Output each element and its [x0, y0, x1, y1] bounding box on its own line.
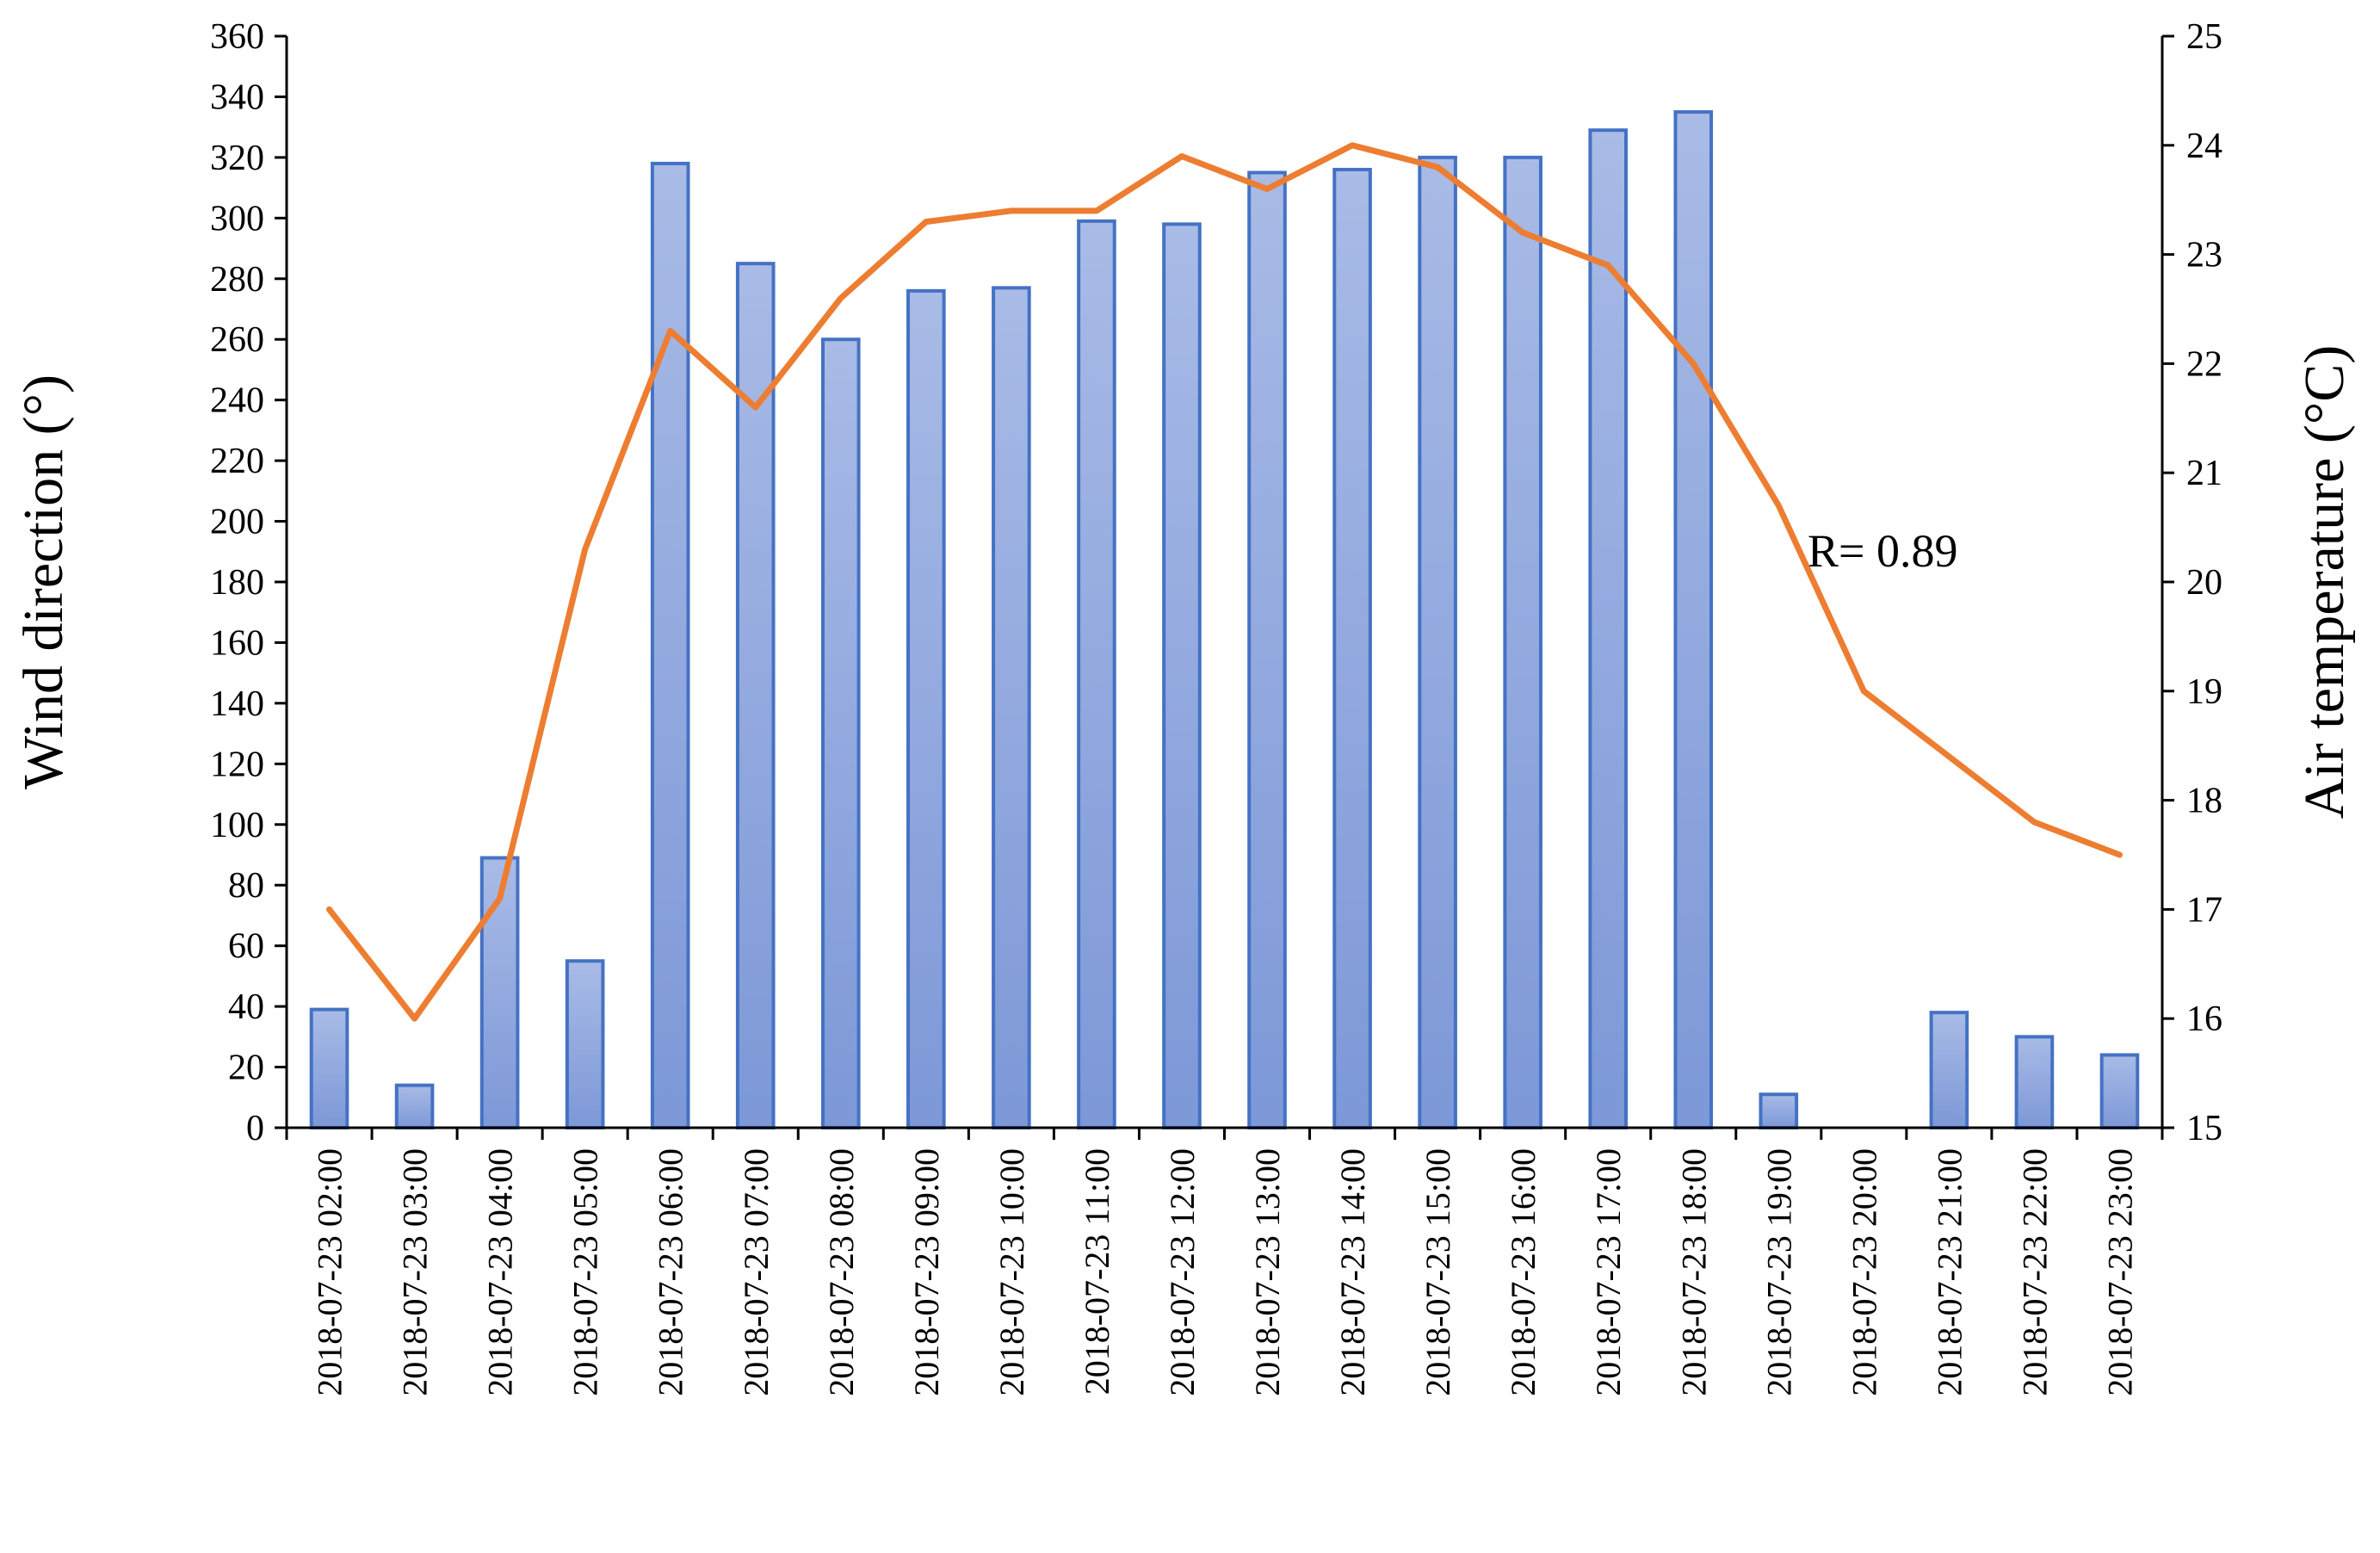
x-tick-label: 2018-07-23 19:00 [1759, 1148, 1798, 1396]
y-tick-label-right: 24 [2186, 127, 2222, 166]
y-tick-label-left: 80 [228, 866, 264, 906]
bar-0 [312, 1010, 348, 1128]
bar-3 [567, 961, 603, 1128]
y-tick-label-left: 180 [210, 563, 264, 603]
bar-6 [823, 339, 859, 1128]
x-tick-label: 2018-07-23 17:00 [1589, 1148, 1628, 1396]
x-tick-label: 2018-07-23 04:00 [481, 1148, 520, 1396]
y-tick-label-left: 260 [210, 320, 264, 360]
bar-12 [1334, 170, 1370, 1128]
bar-11 [1249, 173, 1285, 1129]
x-tick-label: 2018-07-23 22:00 [2015, 1148, 2054, 1396]
x-tick-label: 2018-07-23 21:00 [1930, 1148, 1969, 1396]
y-tick-label-left: 140 [210, 684, 264, 724]
x-tick-label: 2018-07-23 02:00 [311, 1148, 349, 1396]
bar-1 [397, 1086, 433, 1128]
y-tick-label-right: 15 [2186, 1109, 2222, 1148]
y-tick-label-left: 160 [210, 623, 264, 663]
line-layer [329, 145, 2119, 1019]
x-tick-label: 2018-07-23 20:00 [1845, 1148, 1883, 1396]
y-axis-title-left: Wind direction (°) [12, 374, 75, 789]
x-tick-label: 2018-07-23 14:00 [1333, 1148, 1372, 1396]
x-tick-label: 2018-07-23 06:00 [652, 1148, 690, 1396]
x-tick-label: 2018-07-23 16:00 [1504, 1148, 1542, 1396]
bar-13 [1419, 158, 1456, 1128]
x-tick-label: 2018-07-23 05:00 [566, 1148, 605, 1396]
y-tick-label-left: 280 [210, 260, 264, 300]
x-tick-label: 2018-07-23 18:00 [1674, 1148, 1713, 1396]
x-tick-label: 2018-07-23 03:00 [396, 1148, 435, 1396]
bar-4 [652, 164, 689, 1128]
y-tick-label-left: 320 [210, 139, 264, 178]
y-tick-label-left: 300 [210, 199, 264, 238]
axes-layer [275, 36, 2174, 1140]
x-tick-label: 2018-07-23 08:00 [822, 1148, 861, 1396]
y-tick-label-right: 16 [2186, 999, 2222, 1039]
bars-layer [312, 112, 2138, 1128]
bar-20 [2017, 1036, 2053, 1128]
y-tick-label-left: 60 [228, 927, 264, 967]
bar-8 [993, 288, 1029, 1128]
x-tick-label: 2018-07-23 12:00 [1163, 1148, 1202, 1396]
y-tick-label-left: 40 [228, 987, 264, 1027]
y-tick-label-right: 23 [2186, 236, 2222, 275]
bar-9 [1079, 221, 1115, 1128]
x-tick-label: 2018-07-23 11:00 [1078, 1148, 1116, 1395]
y-tick-label-left: 240 [210, 381, 264, 421]
y-tick-label-right: 18 [2186, 782, 2222, 821]
bar-19 [1932, 1012, 1968, 1128]
y-tick-label-right: 25 [2186, 17, 2222, 57]
x-tick-label: 2018-07-23 23:00 [2100, 1148, 2139, 1396]
y-tick-label-right: 21 [2186, 454, 2222, 493]
labels-layer: 0 20 40 60 80 100 120 140 160 180 200 220 240 260 280 3… [210, 17, 2222, 1396]
bar-10 [1164, 224, 1200, 1128]
x-tick-label: 2018-07-23 09:00 [907, 1148, 946, 1396]
correlation-annotation: R= 0.89 [1808, 525, 1957, 577]
y-tick-label-right: 17 [2186, 890, 2222, 930]
bar-16 [1675, 112, 1711, 1128]
y-tick-label-right: 22 [2186, 344, 2222, 384]
y-axis-title-right: Air temperature (°C) [2293, 345, 2356, 820]
x-tick-label: 2018-07-23 15:00 [1419, 1148, 1457, 1396]
y-tick-label-left: 120 [210, 745, 264, 784]
bar-7 [908, 291, 944, 1128]
y-tick-label-left: 200 [210, 503, 264, 542]
y-tick-label-left: 220 [210, 442, 264, 481]
y-tick-label-right: 20 [2186, 563, 2222, 603]
y-tick-label-left: 100 [210, 806, 264, 845]
y-tick-label-left: 340 [210, 77, 264, 117]
x-tick-label: 2018-07-23 07:00 [737, 1148, 776, 1396]
bar-14 [1505, 158, 1541, 1128]
x-tick-label: 2018-07-23 10:00 [992, 1148, 1031, 1396]
x-tick-label: 2018-07-23 13:00 [1248, 1148, 1287, 1396]
y-tick-label-left: 20 [228, 1049, 264, 1088]
bar-21 [2102, 1055, 2138, 1128]
y-tick-label-left: 360 [210, 17, 264, 57]
y-tick-label-left: 0 [246, 1109, 264, 1148]
y-tick-label-right: 19 [2186, 672, 2222, 712]
bar-17 [1760, 1094, 1796, 1128]
temperature-line [330, 145, 2120, 1018]
